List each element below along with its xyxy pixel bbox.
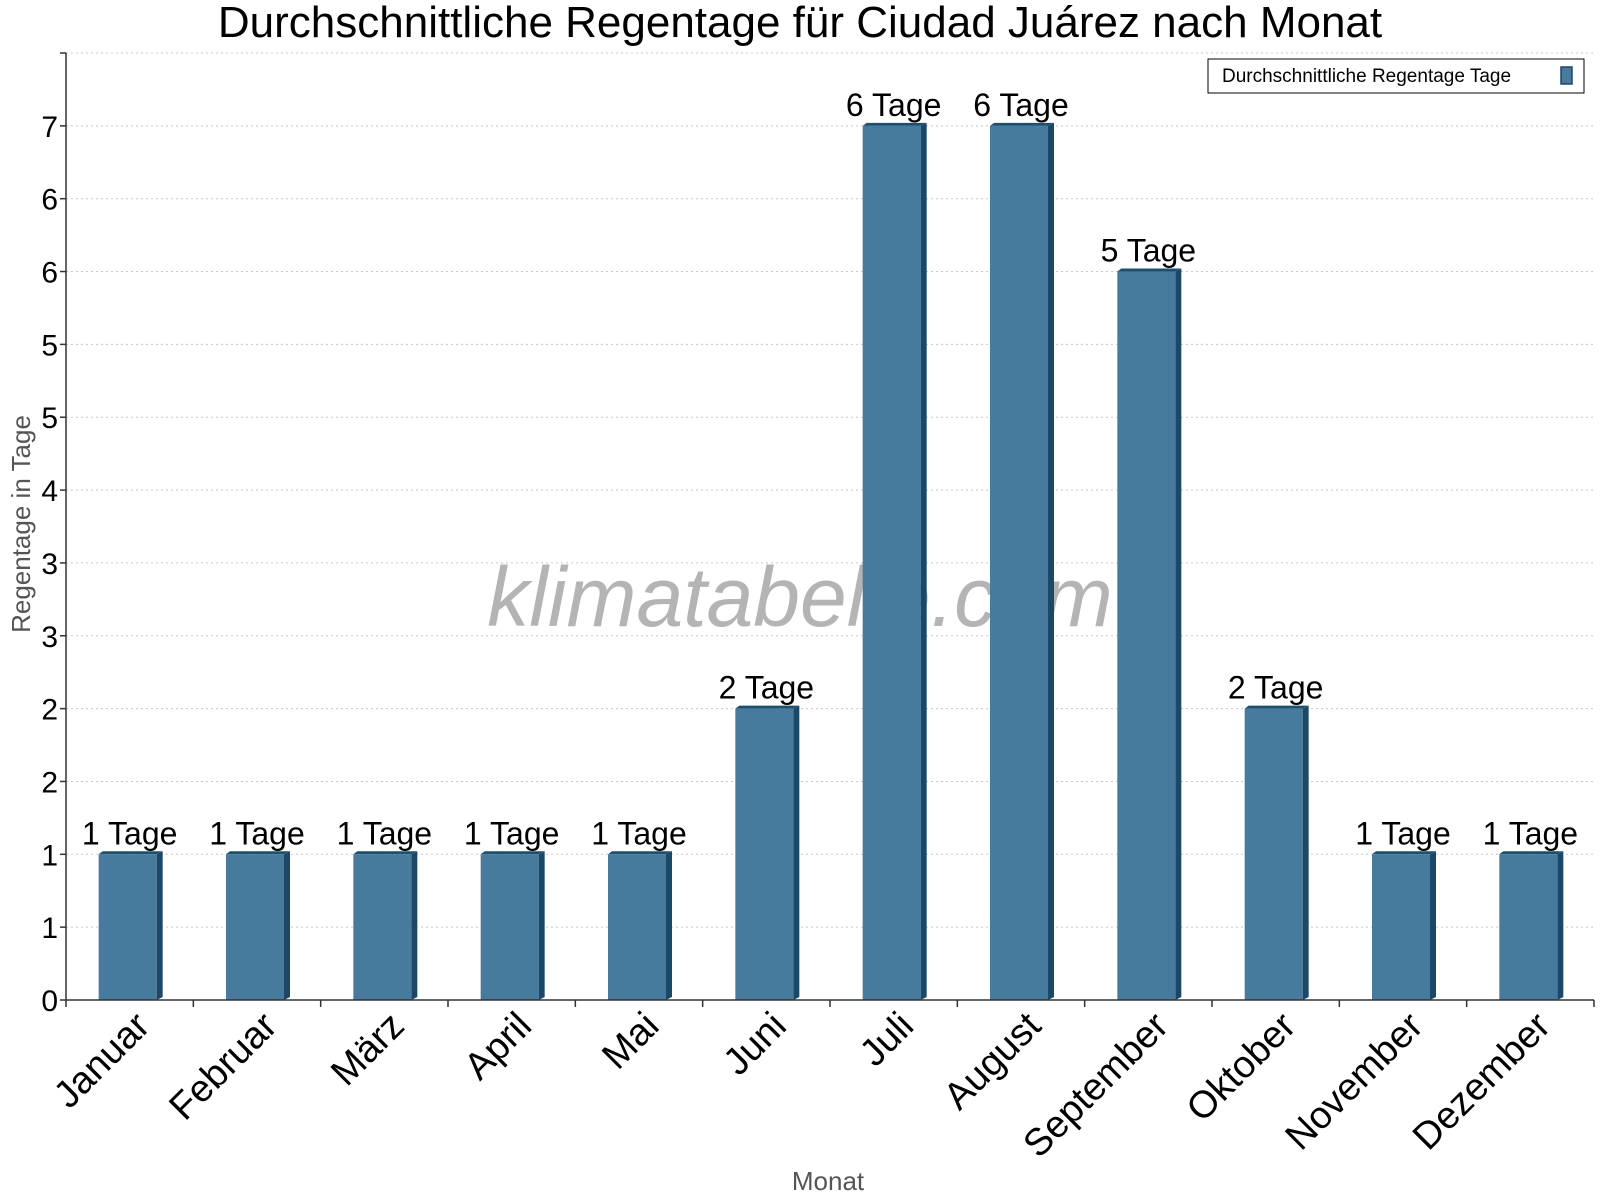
bar[interactable]	[735, 708, 794, 1000]
y-tick-label: 0	[41, 985, 58, 1018]
data-label: 1 Tage	[209, 815, 305, 851]
bars	[98, 122, 1564, 1001]
bar-side	[1302, 705, 1309, 1000]
x-tick-label: Februar	[162, 1004, 286, 1128]
bar[interactable]	[608, 854, 666, 1000]
data-label: 1 Tage	[82, 815, 178, 851]
data-label: 1 Tage	[591, 815, 687, 851]
bar-top	[353, 851, 418, 855]
bar-top	[1372, 851, 1436, 855]
y-tick-label: 2	[41, 766, 58, 799]
bar[interactable]	[862, 125, 921, 1001]
bar-side	[411, 851, 418, 1000]
legend-box	[1207, 58, 1585, 94]
bar-side	[284, 851, 290, 1000]
bar-top	[1244, 705, 1309, 709]
bar-top	[1499, 851, 1564, 855]
y-axis-label: Regentage in Tage	[6, 415, 36, 633]
bar-top	[480, 851, 545, 855]
data-label: 1 Tage	[464, 815, 560, 851]
bar[interactable]	[480, 854, 539, 1000]
bar-top	[98, 851, 163, 855]
y-tick-label: 5	[41, 329, 58, 362]
y-tick-label: 2	[41, 694, 58, 727]
x-axis-ticks: Januar Februar März April Mai Juni Juli AugustS…	[46, 1000, 1595, 1166]
bar-side	[156, 851, 163, 1000]
bar-side	[1048, 122, 1054, 1001]
data-label: 6 Tage	[846, 87, 942, 123]
y-tick-label: 6	[41, 257, 58, 290]
data-labels: 1 Tage 1 Tage 1 Tage 1 Tage 1 Tage 2 Tage 6 Ta…	[82, 87, 1578, 851]
data-label: 1 Tage	[337, 815, 433, 851]
bar[interactable]	[990, 125, 1048, 1001]
x-tick-label: Oktober	[1179, 1004, 1305, 1130]
bar-top	[990, 122, 1054, 126]
data-label: 5 Tage	[1101, 233, 1197, 269]
gridlines	[66, 52, 1594, 928]
y-tick-label: 1	[41, 912, 58, 945]
bar-top	[862, 122, 927, 126]
bar[interactable]	[1244, 708, 1303, 1000]
bar-top	[608, 851, 672, 855]
x-tick-label: Januar	[46, 1004, 158, 1116]
x-axis-label: Monat	[792, 1166, 865, 1196]
data-label: 1 Tage	[1483, 815, 1579, 851]
bar[interactable]	[98, 854, 157, 1000]
chart-title: Durchschnittliche Regentage für Ciudad J…	[218, 0, 1382, 47]
x-tick-label: Dezember	[1405, 1004, 1559, 1158]
bar[interactable]	[353, 854, 412, 1000]
bar-side	[1175, 268, 1182, 1000]
bar[interactable]	[1117, 271, 1176, 1000]
y-tick-label: 4	[41, 475, 58, 508]
bar-side	[793, 705, 800, 1000]
y-tick-label: 3	[41, 548, 58, 581]
axes	[65, 53, 1594, 1001]
y-axis-ticks: 0 1 1 2 2 3 3 4 5 5 6 6 7	[41, 52, 66, 1018]
bar-side	[1557, 851, 1564, 1000]
legend-label: Durchschnittliche Regentage Tage	[1222, 66, 1511, 87]
y-tick-label: 7	[41, 111, 58, 144]
x-tick-label: Juni	[716, 1005, 795, 1084]
x-tick-label: März	[323, 1005, 412, 1094]
bar-top	[1117, 268, 1182, 272]
bar-top	[735, 705, 800, 709]
x-tick-label: April	[457, 1005, 540, 1088]
data-label: 1 Tage	[1355, 815, 1451, 851]
bar-side	[1430, 851, 1436, 1000]
x-tick-label: August	[936, 1004, 1050, 1118]
x-tick-label: Juli	[852, 1005, 922, 1075]
bar-side	[666, 851, 672, 1000]
bar[interactable]	[226, 854, 284, 1000]
y-tick-label: 1	[41, 839, 58, 872]
bar[interactable]	[1372, 854, 1430, 1000]
legend[interactable]: Durchschnittliche Regentage Tage	[1207, 58, 1585, 94]
data-label: 6 Tage	[973, 87, 1069, 123]
bar-top	[226, 851, 290, 855]
bar-side	[538, 851, 545, 1000]
bar[interactable]	[1499, 854, 1558, 1000]
data-label: 2 Tage	[1228, 670, 1324, 706]
legend-swatch	[1560, 66, 1573, 85]
y-tick-label: 6	[41, 184, 58, 217]
x-tick-label: November	[1278, 1004, 1432, 1158]
x-tick-label: Mai	[594, 1005, 667, 1078]
y-tick-label: 3	[41, 621, 58, 654]
y-tick-label: 5	[41, 402, 58, 435]
bar-side	[920, 122, 927, 1001]
data-label: 2 Tage	[719, 670, 815, 706]
